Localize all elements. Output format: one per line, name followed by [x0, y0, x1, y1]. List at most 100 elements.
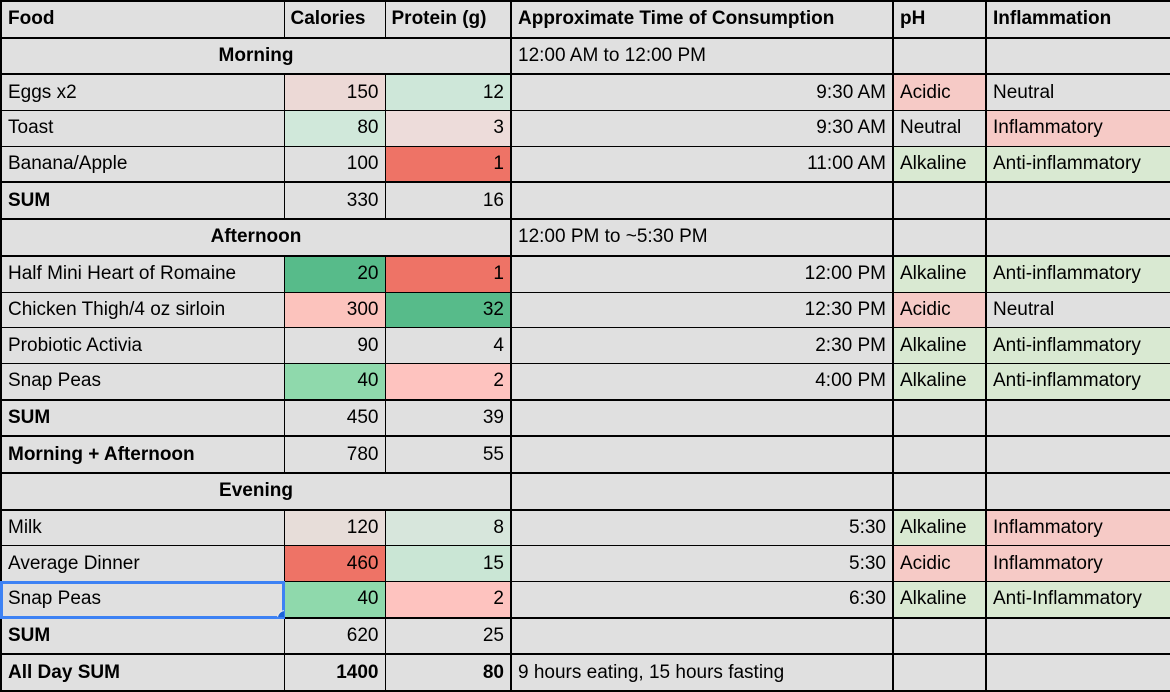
cell-snap-peas-afternoon-food[interactable]: Snap Peas [0, 362, 285, 401]
cell-banana-apple-protein[interactable]: 1 [384, 145, 512, 183]
cell-header-inflammation[interactable]: Inflammation [985, 0, 1170, 39]
cell-chicken-sirloin-protein[interactable]: 32 [384, 291, 512, 329]
cell-eggs-food[interactable]: Eggs x2 [0, 73, 285, 112]
cell-eggs-calories[interactable]: 150 [283, 73, 386, 112]
cell-morning-afternoon-sum-food[interactable]: Morning + Afternoon [0, 435, 285, 474]
cell-probiotic-activia-calories[interactable]: 90 [283, 327, 386, 364]
cell-toast-inflammation[interactable]: Inflammatory [985, 110, 1170, 147]
cell-romaine-inflammation[interactable]: Anti-inflammatory [985, 255, 1170, 293]
cell-header-protein[interactable]: Protein (g) [384, 0, 512, 39]
cell-evening-section-time[interactable] [510, 471, 894, 511]
cell-snap-peas-afternoon-time[interactable]: 4:00 PM [510, 362, 894, 401]
cell-evening-sum-inflammation[interactable] [985, 616, 1170, 655]
cell-morning-sum-time[interactable] [510, 181, 894, 220]
cell-banana-apple-calories[interactable]: 100 [283, 145, 386, 183]
cell-chicken-sirloin-time[interactable]: 12:30 PM [510, 291, 894, 329]
cell-evening-sum-ph[interactable] [892, 616, 987, 655]
cell-header-ph[interactable]: pH [892, 0, 987, 39]
cell-milk-inflammation[interactable]: Inflammatory [985, 509, 1170, 547]
cell-header-calories[interactable]: Calories [283, 0, 386, 39]
cell-snap-peas-afternoon-calories[interactable]: 40 [283, 362, 386, 401]
cell-toast-protein[interactable]: 3 [384, 110, 512, 147]
cell-morning-section-inflammation[interactable] [985, 36, 1170, 76]
cell-evening-sum-protein[interactable]: 25 [384, 616, 512, 655]
cell-milk-protein[interactable]: 8 [384, 509, 512, 547]
cell-probiotic-activia-time[interactable]: 2:30 PM [510, 327, 894, 364]
cell-morning-section-time[interactable]: 12:00 AM to 12:00 PM [510, 36, 894, 76]
cell-evening-section-ph[interactable] [892, 471, 987, 511]
cell-header-time[interactable]: Approximate Time of Consumption [510, 0, 894, 39]
cell-afternoon-section-time[interactable]: 12:00 PM to ~5:30 PM [510, 218, 894, 257]
cell-average-dinner-food[interactable]: Average Dinner [0, 545, 285, 582]
cell-milk-calories[interactable]: 120 [283, 509, 386, 547]
cell-evening-section-inflammation[interactable] [985, 471, 1170, 511]
cell-afternoon-sum-ph[interactable] [892, 398, 987, 437]
cell-romaine-time[interactable]: 12:00 PM [510, 255, 894, 293]
cell-toast-ph[interactable]: Neutral [892, 110, 987, 147]
cell-snap-peas-afternoon-ph[interactable]: Alkaline [892, 362, 987, 401]
cell-milk-food[interactable]: Milk [0, 509, 285, 547]
cell-eggs-ph[interactable]: Acidic [892, 73, 987, 112]
cell-morning-section-food[interactable]: Morning [0, 36, 512, 76]
cell-morning-sum-inflammation[interactable] [985, 181, 1170, 220]
cell-snap-peas-evening-protein[interactable]: 2 [384, 580, 512, 619]
cell-banana-apple-ph[interactable]: Alkaline [892, 145, 987, 183]
cell-morning-afternoon-sum-ph[interactable] [892, 435, 987, 474]
cell-average-dinner-calories[interactable]: 460 [283, 545, 386, 582]
cell-morning-afternoon-sum-calories[interactable]: 780 [283, 435, 386, 474]
selection-fill-handle[interactable] [277, 610, 283, 617]
cell-average-dinner-protein[interactable]: 15 [384, 545, 512, 582]
cell-afternoon-sum-inflammation[interactable] [985, 398, 1170, 437]
cell-morning-sum-ph[interactable] [892, 181, 987, 220]
cell-morning-sum-calories[interactable]: 330 [283, 181, 386, 220]
cell-chicken-sirloin-inflammation[interactable]: Neutral [985, 291, 1170, 329]
cell-all-day-sum-inflammation[interactable] [985, 653, 1170, 692]
cell-average-dinner-time[interactable]: 5:30 [510, 545, 894, 582]
cell-afternoon-sum-time[interactable] [510, 398, 894, 437]
cell-eggs-inflammation[interactable]: Neutral [985, 73, 1170, 112]
cell-toast-time[interactable]: 9:30 AM [510, 110, 894, 147]
cell-all-day-sum-calories[interactable]: 1400 [283, 653, 386, 692]
cell-morning-section-ph[interactable] [892, 36, 987, 76]
cell-average-dinner-ph[interactable]: Acidic [892, 545, 987, 582]
cell-probiotic-activia-ph[interactable]: Alkaline [892, 327, 987, 364]
cell-toast-food[interactable]: Toast [0, 110, 285, 147]
cell-afternoon-sum-food[interactable]: SUM [0, 398, 285, 437]
cell-morning-afternoon-sum-time[interactable] [510, 435, 894, 474]
cell-snap-peas-evening-calories[interactable]: 40 [283, 580, 386, 619]
cell-afternoon-section-food[interactable]: Afternoon [0, 218, 512, 257]
cell-romaine-calories[interactable]: 20 [283, 255, 386, 293]
cell-afternoon-sum-protein[interactable]: 39 [384, 398, 512, 437]
cell-romaine-protein[interactable]: 1 [384, 255, 512, 293]
cell-all-day-sum-time[interactable]: 9 hours eating, 15 hours fasting [510, 653, 894, 692]
cell-eggs-time[interactable]: 9:30 AM [510, 73, 894, 112]
cell-milk-time[interactable]: 5:30 [510, 509, 894, 547]
cell-romaine-food[interactable]: Half Mini Heart of Romaine [0, 255, 285, 293]
cell-eggs-protein[interactable]: 12 [384, 73, 512, 112]
cell-snap-peas-evening-food[interactable]: Snap Peas [0, 580, 285, 619]
cell-chicken-sirloin-ph[interactable]: Acidic [892, 291, 987, 329]
cell-afternoon-section-inflammation[interactable] [985, 218, 1170, 257]
cell-evening-sum-food[interactable]: SUM [0, 616, 285, 655]
cell-romaine-ph[interactable]: Alkaline [892, 255, 987, 293]
cell-all-day-sum-ph[interactable] [892, 653, 987, 692]
cell-morning-sum-food[interactable]: SUM [0, 181, 285, 220]
cell-evening-section-food[interactable]: Evening [0, 471, 512, 511]
cell-snap-peas-evening-inflammation[interactable]: Anti-Inflammatory [985, 580, 1170, 619]
cell-probiotic-activia-protein[interactable]: 4 [384, 327, 512, 364]
cell-all-day-sum-food[interactable]: All Day SUM [0, 653, 285, 692]
cell-morning-afternoon-sum-inflammation[interactable] [985, 435, 1170, 474]
cell-header-food[interactable]: Food [0, 0, 285, 39]
cell-snap-peas-afternoon-inflammation[interactable]: Anti-inflammatory [985, 362, 1170, 401]
cell-probiotic-activia-inflammation[interactable]: Anti-inflammatory [985, 327, 1170, 364]
cell-snap-peas-evening-time[interactable]: 6:30 [510, 580, 894, 619]
cell-snap-peas-evening-ph[interactable]: Alkaline [892, 580, 987, 619]
cell-milk-ph[interactable]: Alkaline [892, 509, 987, 547]
cell-snap-peas-afternoon-protein[interactable]: 2 [384, 362, 512, 401]
cell-probiotic-activia-food[interactable]: Probiotic Activia [0, 327, 285, 364]
cell-morning-afternoon-sum-protein[interactable]: 55 [384, 435, 512, 474]
cell-banana-apple-inflammation[interactable]: Anti-inflammatory [985, 145, 1170, 183]
cell-chicken-sirloin-food[interactable]: Chicken Thigh/4 oz sirloin [0, 291, 285, 329]
cell-evening-sum-calories[interactable]: 620 [283, 616, 386, 655]
cell-chicken-sirloin-calories[interactable]: 300 [283, 291, 386, 329]
